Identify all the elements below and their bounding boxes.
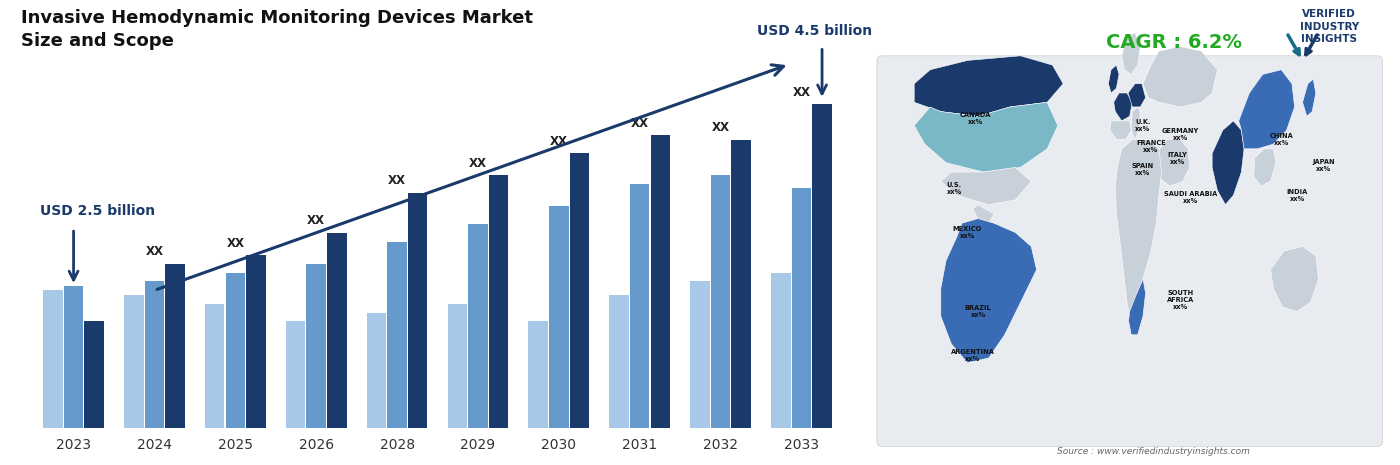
Text: XX: XX bbox=[711, 121, 729, 134]
Bar bbox=[328, 232, 347, 428]
Bar bbox=[307, 264, 326, 428]
Text: XX: XX bbox=[792, 86, 811, 99]
Bar bbox=[792, 188, 811, 428]
Polygon shape bbox=[914, 102, 1058, 172]
Text: GERMANY
xx%: GERMANY xx% bbox=[1162, 128, 1198, 141]
Bar bbox=[711, 175, 731, 428]
Bar bbox=[549, 206, 568, 428]
Text: XX: XX bbox=[550, 134, 568, 147]
Bar bbox=[489, 175, 508, 428]
Bar bbox=[731, 140, 750, 428]
Polygon shape bbox=[914, 56, 1063, 116]
Text: XX: XX bbox=[146, 246, 164, 259]
Text: XX: XX bbox=[469, 157, 487, 170]
Bar bbox=[165, 264, 185, 428]
Polygon shape bbox=[1302, 79, 1316, 116]
Text: BRAZIL
xx%: BRAZIL xx% bbox=[965, 305, 991, 318]
Polygon shape bbox=[1271, 246, 1319, 312]
Polygon shape bbox=[941, 219, 1036, 363]
Polygon shape bbox=[1253, 149, 1275, 186]
Bar bbox=[468, 224, 487, 428]
Polygon shape bbox=[1128, 84, 1145, 107]
Text: ITALY
xx%: ITALY xx% bbox=[1168, 152, 1187, 165]
Bar bbox=[225, 272, 245, 428]
Bar bbox=[367, 312, 386, 428]
FancyBboxPatch shape bbox=[876, 56, 1382, 446]
Bar bbox=[448, 304, 468, 428]
Polygon shape bbox=[973, 205, 994, 223]
Bar bbox=[609, 295, 629, 428]
Text: USD 4.5 billion: USD 4.5 billion bbox=[757, 24, 872, 38]
Text: SPAIN
xx%: SPAIN xx% bbox=[1131, 163, 1154, 176]
Polygon shape bbox=[1142, 46, 1218, 107]
Polygon shape bbox=[1131, 107, 1140, 140]
Polygon shape bbox=[1121, 33, 1140, 74]
Text: MEXICO
xx%: MEXICO xx% bbox=[953, 226, 981, 239]
Bar bbox=[570, 153, 589, 428]
Text: SAUDI ARABIA
xx%: SAUDI ARABIA xx% bbox=[1165, 191, 1218, 204]
Text: JAPAN
xx%: JAPAN xx% bbox=[1313, 159, 1336, 172]
Polygon shape bbox=[941, 167, 1032, 205]
Bar bbox=[630, 184, 650, 428]
Text: XX: XX bbox=[630, 117, 648, 130]
Text: ARGENTINA
xx%: ARGENTINA xx% bbox=[951, 349, 994, 362]
Text: XX: XX bbox=[227, 237, 245, 250]
Text: U.K.
xx%: U.K. xx% bbox=[1135, 119, 1151, 132]
Text: CHINA
xx%: CHINA xx% bbox=[1270, 133, 1294, 146]
Text: XX: XX bbox=[307, 214, 325, 227]
Text: U.S.
xx%: U.S. xx% bbox=[946, 182, 962, 195]
Bar bbox=[84, 321, 104, 428]
Bar bbox=[64, 286, 83, 428]
Text: SOUTH
AFRICA
xx%: SOUTH AFRICA xx% bbox=[1166, 290, 1194, 310]
Bar bbox=[204, 304, 224, 428]
Text: USD 2.5 billion: USD 2.5 billion bbox=[39, 204, 155, 218]
Polygon shape bbox=[1239, 70, 1295, 149]
Polygon shape bbox=[1128, 279, 1145, 335]
Polygon shape bbox=[1114, 93, 1133, 121]
Bar bbox=[690, 281, 710, 428]
Bar bbox=[651, 135, 671, 428]
Polygon shape bbox=[1212, 121, 1245, 205]
Bar bbox=[771, 272, 791, 428]
Bar bbox=[407, 193, 427, 428]
Text: Invasive Hemodynamic Monitoring Devices Market
Size and Scope: Invasive Hemodynamic Monitoring Devices … bbox=[21, 9, 533, 50]
Bar bbox=[43, 290, 63, 428]
Bar bbox=[286, 321, 305, 428]
Bar bbox=[144, 281, 164, 428]
Text: CAGR : 6.2%: CAGR : 6.2% bbox=[1106, 33, 1242, 52]
Text: INDIA
xx%: INDIA xx% bbox=[1287, 189, 1308, 202]
Polygon shape bbox=[1110, 121, 1131, 140]
Bar bbox=[812, 104, 832, 428]
Polygon shape bbox=[1109, 65, 1119, 93]
Bar bbox=[125, 295, 144, 428]
Bar bbox=[388, 242, 407, 428]
Text: CANADA
xx%: CANADA xx% bbox=[959, 112, 991, 125]
Text: FRANCE
xx%: FRANCE xx% bbox=[1135, 140, 1166, 153]
Polygon shape bbox=[1156, 140, 1190, 186]
Text: VERIFIED
INDUSTRY
INSIGHTS: VERIFIED INDUSTRY INSIGHTS bbox=[1299, 9, 1359, 44]
Text: Source : www.verifiedindustryinsights.com: Source : www.verifiedindustryinsights.co… bbox=[1057, 447, 1250, 456]
Bar bbox=[528, 321, 547, 428]
Polygon shape bbox=[1116, 140, 1162, 316]
Bar bbox=[246, 255, 266, 428]
Text: XX: XX bbox=[388, 174, 406, 187]
